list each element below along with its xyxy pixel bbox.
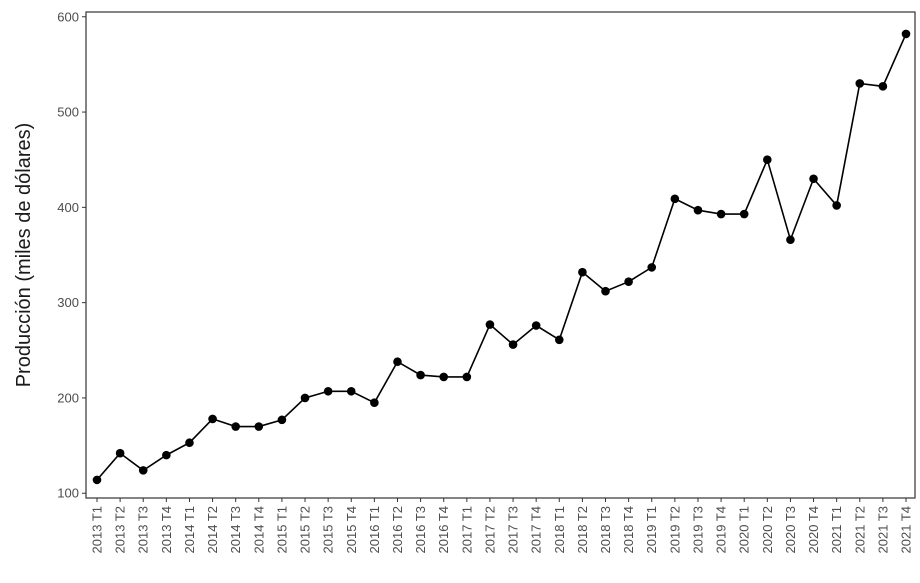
data-point (878, 82, 888, 91)
x-tick-label: 2018 T4 (621, 506, 636, 553)
x-tick-label: 2021 T4 (899, 506, 914, 553)
x-tick-label: 2017 T3 (506, 506, 521, 553)
data-point (485, 320, 495, 329)
data-point (462, 372, 472, 382)
y-axis-title: Producción (miles de dólares) (13, 123, 35, 388)
y-tick-label: 300 (57, 295, 79, 310)
x-tick-label: 2019 T3 (690, 506, 705, 553)
x-tick-label: 2013 T2 (113, 506, 128, 553)
x-tick-label: 2020 T3 (783, 506, 798, 553)
y-tick-label: 100 (57, 486, 79, 501)
x-tick-label: 2019 T1 (644, 506, 659, 553)
data-point (346, 386, 356, 396)
data-point (578, 267, 587, 277)
data-point (508, 340, 518, 349)
x-tick-label: 2019 T4 (714, 506, 729, 553)
data-point (601, 286, 610, 296)
x-tick-label: 2013 T4 (159, 506, 174, 553)
x-tick-label: 2020 T1 (737, 506, 752, 553)
x-tick-label: 2015 T3 (321, 506, 336, 553)
x-tick-label: 2014 T1 (182, 506, 197, 553)
data-point (416, 370, 425, 380)
data-point (393, 357, 402, 367)
x-tick-label: 2021 T2 (852, 506, 867, 553)
data-point (439, 372, 449, 382)
data-point (115, 448, 125, 458)
data-point (554, 335, 564, 345)
data-point (370, 398, 379, 408)
x-tick-label: 2019 T2 (667, 506, 682, 553)
x-tick-label: 2017 T2 (482, 506, 497, 553)
x-tick-label: 2016 T1 (367, 506, 382, 553)
data-point (624, 277, 633, 286)
x-tick-label: 2018 T3 (598, 506, 613, 553)
data-point (323, 386, 333, 396)
x-tick-label: 2017 T4 (529, 506, 544, 553)
data-point (716, 209, 726, 219)
data-point (185, 438, 194, 448)
data-point (300, 393, 310, 403)
x-tick-label: 2016 T4 (436, 506, 451, 553)
data-point (739, 209, 749, 219)
data-point (832, 201, 841, 210)
data-point (809, 174, 818, 184)
x-axis: 2013 T1 2013 T2 2013 T3 2013 T4 2014 T1 2014 … (90, 498, 914, 553)
x-tick-label: 2015 T1 (274, 506, 289, 553)
y-tick-label: 500 (57, 105, 79, 120)
data-point (231, 422, 240, 431)
x-tick-label: 2018 T2 (575, 506, 590, 553)
x-tick-label: 2017 T1 (459, 506, 474, 553)
data-point (901, 29, 911, 39)
y-tick-label: 600 (57, 9, 79, 24)
data-point (254, 422, 264, 431)
x-tick-label: 2016 T3 (413, 506, 428, 553)
x-tick-label: 2014 T2 (205, 506, 220, 553)
data-point (162, 450, 171, 460)
plot-panel (85, 11, 916, 499)
x-tick-label: 2021 T3 (875, 506, 890, 553)
data-point (92, 475, 102, 485)
x-tick-label: 2015 T2 (298, 506, 313, 553)
data-point (786, 235, 795, 245)
data-point (277, 415, 287, 425)
data-point (763, 155, 772, 165)
x-tick-label: 2013 T1 (90, 506, 105, 553)
y-tick-label: 200 (57, 390, 79, 405)
data-point (208, 414, 217, 424)
x-tick-label: 2014 T4 (251, 506, 266, 553)
x-tick-label: 2020 T4 (806, 506, 821, 553)
x-tick-label: 2016 T2 (390, 506, 405, 553)
data-point (693, 205, 703, 215)
data-point (531, 321, 541, 330)
y-axis: 100 200 300 400 500 600 (57, 9, 86, 501)
x-tick-label: 2020 T2 (760, 506, 775, 553)
data-points (92, 29, 911, 485)
x-tick-label: 2014 T3 (228, 506, 243, 553)
x-tick-label: 2018 T1 (552, 506, 567, 553)
y-tick-label: 400 (57, 200, 79, 215)
x-tick-label: 2015 T4 (344, 506, 359, 553)
x-tick-label: 2021 T1 (829, 506, 844, 553)
data-point (670, 194, 680, 204)
x-tick-label: 2013 T3 (136, 506, 151, 553)
data-point (855, 79, 865, 88)
data-point (138, 466, 148, 475)
data-point (647, 263, 657, 272)
